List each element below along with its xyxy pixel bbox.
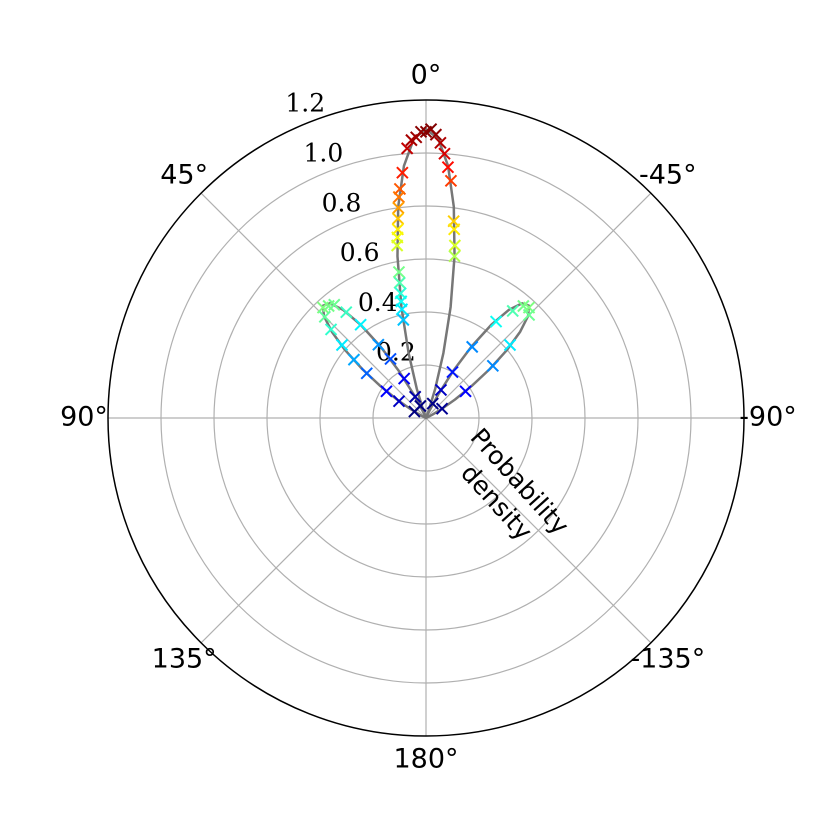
grid-ring	[372, 364, 480, 472]
r-tick-label: 0.4	[358, 288, 398, 317]
grid-ring	[160, 152, 692, 684]
sample-marker	[396, 166, 409, 179]
sample-marker	[397, 313, 410, 327]
sample-marker	[392, 190, 406, 204]
sample-marker	[390, 239, 404, 252]
r-tick-label: 0.6	[340, 238, 380, 267]
sample-marker	[354, 318, 367, 331]
sample-marker	[408, 405, 421, 418]
sample-marker	[444, 174, 458, 188]
sample-marker	[448, 239, 462, 252]
sample-marker	[446, 365, 459, 379]
grid-ring	[213, 205, 639, 631]
sample-marker	[392, 201, 405, 215]
grid-ring	[266, 258, 586, 578]
sample-marker	[447, 223, 461, 236]
sample-marker	[340, 305, 353, 319]
r-tick-label: 1.2	[285, 89, 325, 118]
sample-marker	[360, 367, 373, 380]
sample-marker	[426, 397, 439, 410]
sample-marker	[391, 212, 405, 225]
sample-marker	[448, 249, 461, 263]
grid-ring	[319, 311, 533, 525]
sample-marker	[318, 310, 332, 324]
sample-marker	[465, 340, 479, 354]
outer-circle	[107, 99, 745, 737]
sample-marker	[380, 385, 393, 398]
theta-tick-label: -135°	[630, 643, 705, 674]
theta-tick-label: 0°	[411, 60, 442, 91]
sample-marker	[434, 136, 447, 149]
sample-marker	[434, 383, 448, 397]
theta-tick-label: -90°	[739, 402, 797, 433]
sample-marker	[397, 372, 411, 385]
sample-marker	[438, 147, 451, 160]
sample-marker	[393, 276, 406, 289]
theta-tick-label: 180°	[393, 744, 458, 775]
theta-tick-label: -45°	[639, 160, 697, 191]
sample-marker	[335, 338, 349, 352]
sample-marker	[405, 133, 418, 147]
sample-marker	[459, 385, 472, 398]
theta-tick-label: 90°	[60, 402, 108, 433]
r-tick-label: 1.0	[303, 138, 343, 167]
sample-marker	[441, 161, 455, 174]
r-tick-label: 0.8	[322, 188, 362, 217]
sample-marker	[347, 353, 361, 366]
sample-marker	[316, 301, 330, 314]
sample-marker	[392, 265, 406, 279]
sample-marker	[408, 390, 422, 403]
sample-marker	[486, 359, 500, 372]
sample-marker	[522, 308, 536, 322]
sample-marker	[506, 304, 519, 318]
sample-marker	[392, 394, 406, 408]
sample-marker	[489, 315, 503, 328]
sample-marker	[384, 352, 397, 366]
sample-marker	[324, 323, 338, 336]
sample-marker	[395, 303, 409, 316]
sample-marker	[429, 128, 443, 141]
sample-marker	[372, 338, 385, 351]
sample-marker	[503, 338, 517, 352]
theta-tick-label: 45°	[160, 160, 208, 191]
sample-marker	[435, 402, 449, 415]
sample-marker	[400, 142, 414, 155]
